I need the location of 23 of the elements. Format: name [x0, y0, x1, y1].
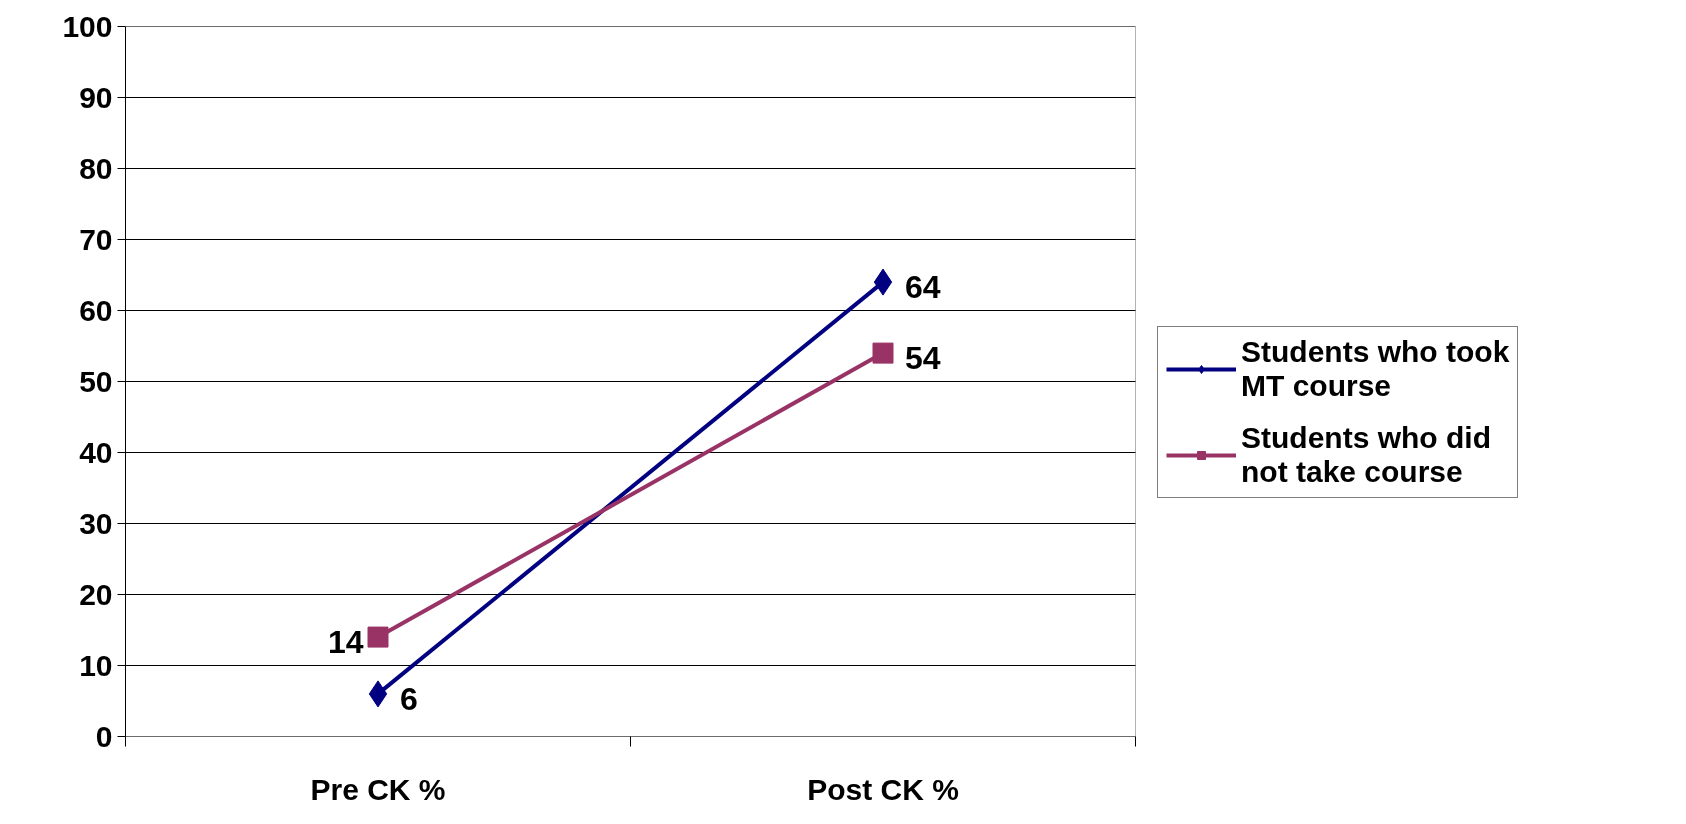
- y-tick-label: 90: [79, 80, 113, 114]
- y-tick-label: 70: [79, 222, 113, 256]
- y-tick-label: 80: [79, 151, 113, 185]
- point: [367, 626, 389, 648]
- y-tick-label: 20: [79, 577, 113, 611]
- legend-label: Students who took MT course: [1241, 335, 1510, 403]
- y-tick-label: 40: [79, 435, 113, 469]
- x-tick-label: Post CK %: [807, 772, 959, 806]
- y-tick-label: 100: [62, 9, 113, 43]
- point: [368, 680, 388, 708]
- x-tick-label: Pre CK %: [310, 772, 446, 806]
- y-tick-label: 0: [95, 719, 113, 753]
- y-tick-label: 30: [79, 506, 113, 540]
- data-label: 54: [905, 340, 941, 377]
- data-label: 14: [328, 624, 364, 661]
- point: [872, 342, 894, 364]
- data-label: 64: [905, 269, 941, 306]
- legend-label: Students who did not take course: [1241, 421, 1491, 489]
- y-tick-label: 60: [79, 293, 113, 327]
- y-tick-label: 10: [79, 648, 113, 682]
- data-label: 6: [400, 680, 418, 717]
- point: [873, 268, 893, 296]
- y-tick-label: 50: [79, 364, 113, 398]
